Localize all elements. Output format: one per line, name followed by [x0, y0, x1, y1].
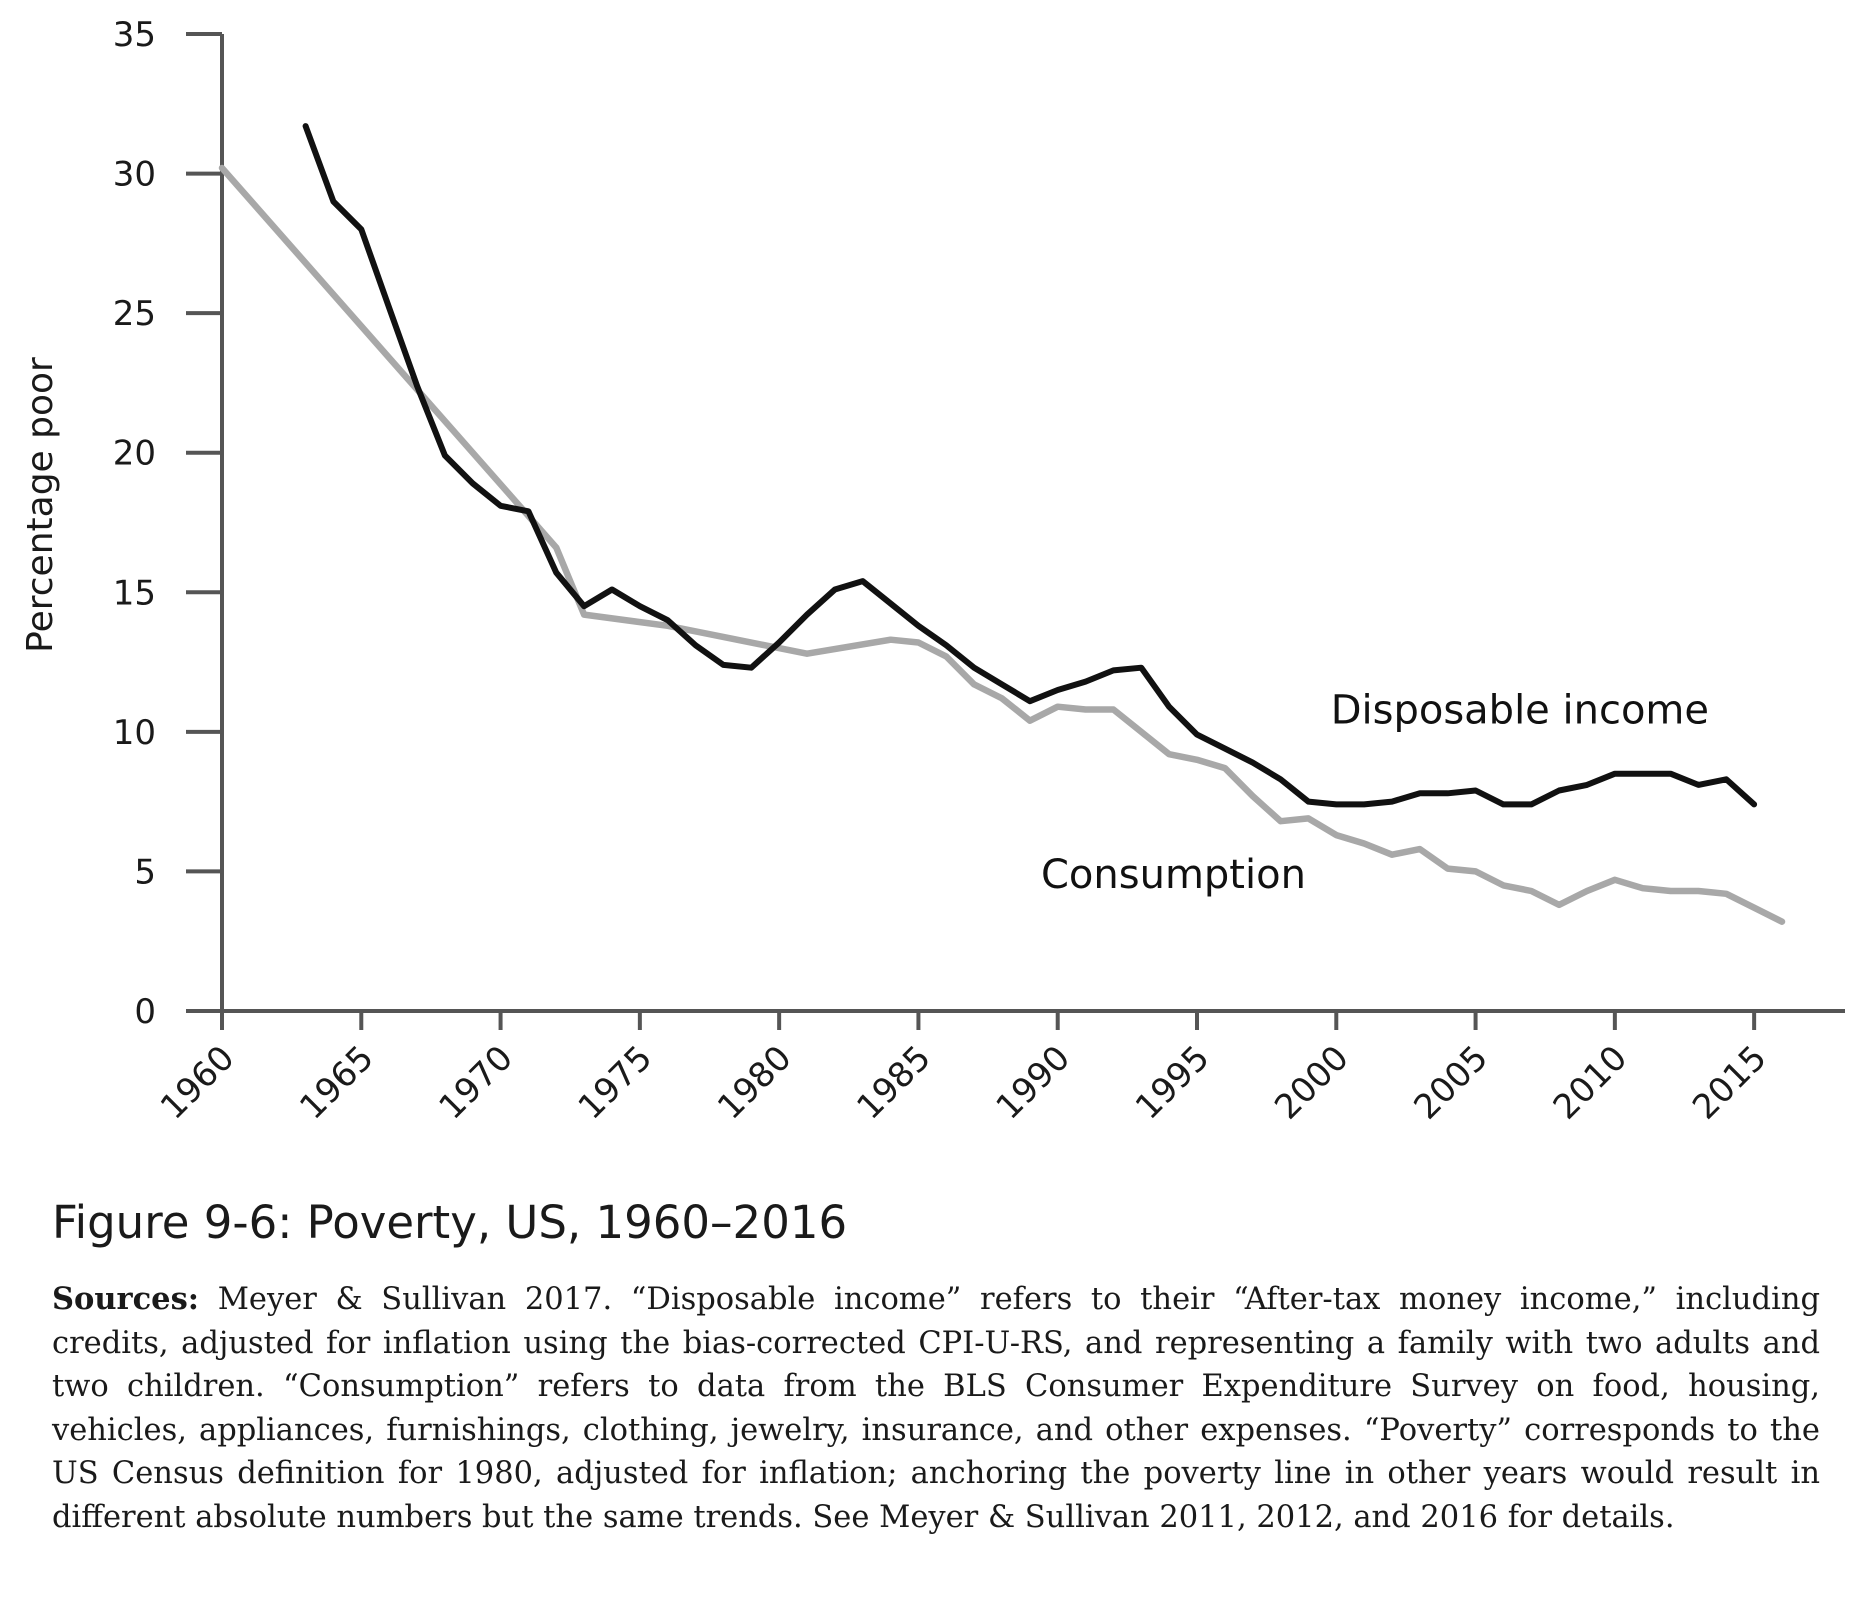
series-layer [218, 123, 1786, 925]
y-tick-label: 10 [113, 713, 156, 753]
y-tick-label: 0 [134, 992, 156, 1032]
y-axis-title: Percentage poor [20, 357, 61, 653]
x-tick-label: 1985 [849, 1038, 938, 1127]
x-axis-ticks: 1960 1965 1970 1975 1980 1985 1990 1995 2000 2005… [153, 1011, 1775, 1128]
figure-caption-title: Figure 9-6: Poverty, US, 1960–2016 [52, 1196, 848, 1249]
x-tick-label: 1980 [710, 1038, 799, 1127]
x-tick-label: 1965 [292, 1038, 381, 1127]
series-labels: Disposable income Consumption [1041, 687, 1709, 898]
x-tick-label: 1990 [989, 1038, 1078, 1127]
y-tick-label: 25 [113, 294, 156, 334]
x-tick-label: 2015 [1685, 1038, 1774, 1127]
axes [220, 34, 1845, 1013]
y-axis-ticks: 0 5 10 15 20 25 30 35 [113, 15, 222, 1032]
series-label-consumption: Consumption [1041, 852, 1306, 898]
series-line-consumption [218, 164, 1786, 925]
series-line-disposable-income [302, 123, 1758, 808]
y-tick-label: 15 [113, 573, 156, 613]
sources-text: Meyer & Sullivan 2017. “Disposable incom… [52, 1282, 1820, 1535]
sources-label: Sources: [52, 1281, 200, 1317]
y-tick-label: 20 [113, 434, 156, 474]
y-tick-label: 5 [134, 852, 156, 892]
series-label-disposable-income: Disposable income [1331, 687, 1709, 733]
x-tick-label: 2010 [1546, 1038, 1635, 1127]
y-tick-label: 30 [113, 155, 156, 195]
x-tick-label: 1975 [571, 1038, 660, 1127]
x-tick-label: 1970 [431, 1038, 520, 1127]
figure-caption-body: Sources: Meyer & Sullivan 2017. “Disposa… [52, 1278, 1820, 1539]
x-tick-label: 1995 [1128, 1038, 1217, 1127]
x-tick-label: 1960 [153, 1038, 242, 1127]
x-tick-label: 2000 [1267, 1038, 1356, 1127]
x-tick-label: 2005 [1406, 1038, 1495, 1127]
y-tick-label: 35 [113, 15, 156, 55]
